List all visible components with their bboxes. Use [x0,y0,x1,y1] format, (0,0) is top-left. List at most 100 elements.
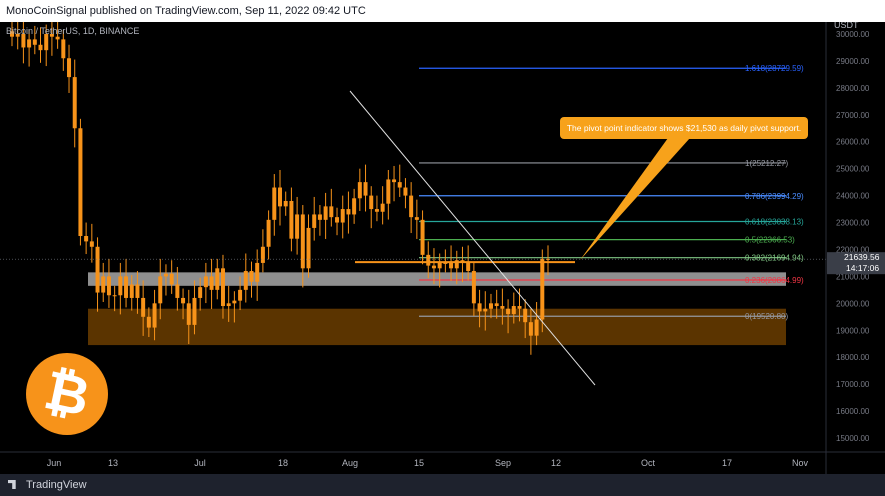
candle-body [215,268,220,290]
candle-body [443,262,448,264]
fib-label: 0.5(22366.53) [745,236,795,245]
candle-body [431,265,436,269]
candle-body [386,179,391,204]
candle-body [471,271,476,304]
candle-body [488,303,493,309]
candle-body [220,268,225,307]
x-tick-label: 18 [278,458,288,468]
candle-body [163,273,168,277]
candle-body [454,260,459,269]
candle-body [124,276,129,298]
candle-body [158,276,163,304]
y-tick-label: 17000.00 [836,380,870,389]
candle-body [283,200,288,207]
candle-body [186,303,191,325]
candle-body [546,258,550,260]
candle-body [118,276,123,296]
y-tick-label: 24000.00 [836,192,870,201]
fib-label: 0(19520.80) [745,312,788,321]
candle-body [278,187,282,207]
candle-body [414,217,419,220]
candle-body [260,246,265,263]
candle-body [84,236,89,242]
y-tick-label: 30000.00 [836,30,870,39]
candle-body [437,262,442,269]
candle-body [352,198,357,215]
candle-body [409,195,414,218]
published-info: MonoCoinSignal published on TradingView.… [6,5,366,17]
chart-area[interactable]: 1.618(28729.59) 1(25212.27) 0.786(23994.29… [0,22,885,474]
candle-body [494,303,499,307]
x-tick-label: 13 [108,458,118,468]
x-tick-label: Oct [641,458,656,468]
candle-body [369,195,374,210]
candle-body [32,39,37,45]
candle-body [112,295,117,297]
candle-body [78,128,83,236]
candle-body [95,246,100,293]
candle-body [272,187,277,220]
candle-body [363,182,368,196]
price-label-countdown: 14:17:06 [846,263,879,273]
candle-body [266,219,271,247]
candle-body [238,289,243,301]
candle-body [300,214,305,269]
y-tick-label: 19000.00 [836,326,870,335]
zone-resistance [88,272,786,286]
candle-body [61,39,66,59]
candle-body [243,271,248,290]
candle-body [506,308,511,315]
x-tick-label: Aug [342,458,358,468]
x-tick-label: Sep [495,458,511,468]
candle-body [449,262,454,269]
tradingview-logo[interactable]: TradingView [8,479,87,491]
fib-label: 0.786(23994.29) [745,192,804,201]
candle-body [289,200,294,239]
candle-body [500,306,505,309]
candle-body [21,34,26,48]
candle-body [357,182,362,199]
candle-body [426,254,431,266]
zone-support [88,308,786,346]
candle-body [312,214,317,228]
callout-pointer [580,138,690,261]
candle-body [340,209,345,223]
candle-body [323,206,328,220]
candle-body [175,284,180,298]
candle-body [329,206,334,218]
fib-label: 1(25212.27) [745,159,788,168]
candle-body [295,214,300,239]
x-tick-label: 15 [414,458,424,468]
candle-body [129,284,134,298]
tradingview-brand: TradingView [26,479,87,491]
price-chart[interactable]: 1.618(28729.59) 1(25212.27) 0.786(23994.29… [0,22,885,474]
candle-body [67,58,72,78]
currency-label: USDT [834,22,859,30]
tradingview-logo-icon [8,480,16,489]
candle-body [72,77,77,129]
pivot-callout: The pivot point indicator shows $21,530 … [560,117,808,139]
candle-body [89,241,94,247]
candle-body [477,303,482,312]
x-tick-label: 12 [551,458,561,468]
y-tick-label: 20000.00 [836,299,870,308]
candle-body [380,203,385,212]
y-tick-label: 16000.00 [836,407,870,416]
candle-body [101,276,106,293]
fib-label: 1.618(28729.59) [745,64,804,73]
y-tick-label: 15000.00 [836,434,870,443]
candle-body [517,306,522,309]
y-tick-label: 29000.00 [836,57,870,66]
bitcoin-glyph: ₿ [39,358,96,429]
trendline [349,90,596,386]
candle-body [306,227,311,269]
candle-body [55,36,60,40]
y-tick-label: 21000.00 [836,272,870,281]
y-tick-label: 23000.00 [836,219,870,228]
y-tick-label: 26000.00 [836,138,870,147]
price-label-box [827,252,885,275]
bitcoin-logo-icon: ₿ [26,353,108,435]
footer-bar: TradingView [0,474,885,496]
candle-body [255,262,260,282]
candle-body [534,319,539,336]
